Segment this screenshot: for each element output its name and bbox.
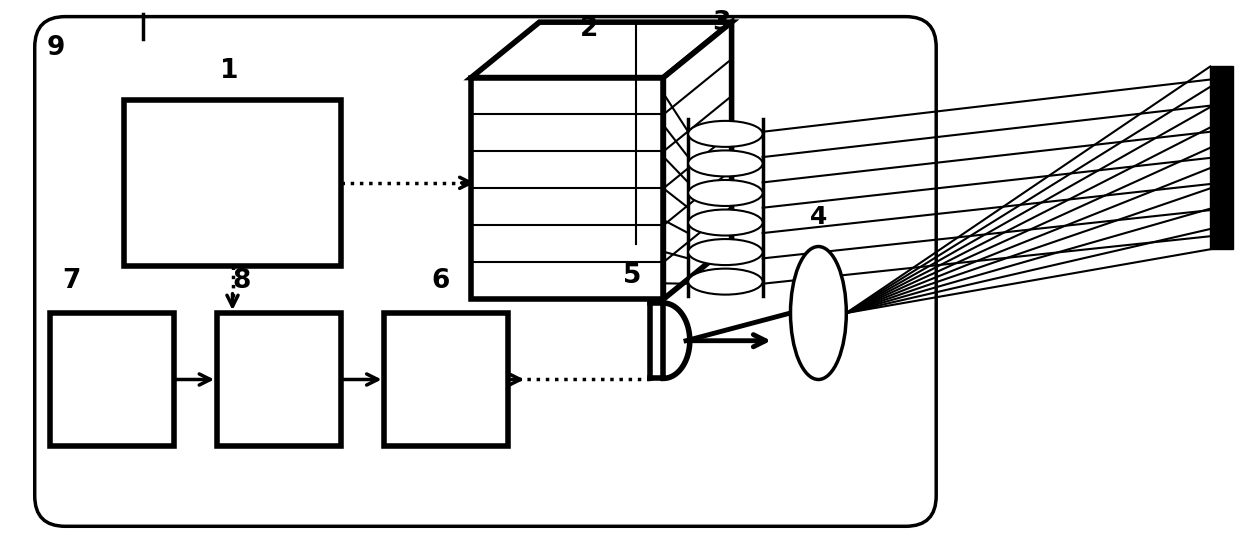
Ellipse shape — [688, 209, 763, 235]
Text: 1: 1 — [221, 58, 238, 84]
Text: 2: 2 — [580, 16, 598, 42]
Ellipse shape — [688, 269, 763, 295]
Bar — [471, 78, 663, 299]
Ellipse shape — [791, 247, 847, 379]
Bar — [217, 313, 341, 446]
Ellipse shape — [688, 121, 763, 147]
Text: 5: 5 — [624, 263, 641, 289]
Text: 9: 9 — [47, 35, 64, 61]
Ellipse shape — [688, 180, 763, 206]
Text: 6: 6 — [432, 268, 449, 294]
FancyBboxPatch shape — [35, 17, 936, 526]
Bar — [124, 100, 341, 266]
Bar — [384, 313, 508, 446]
Text: 7: 7 — [63, 268, 81, 294]
Ellipse shape — [688, 239, 763, 265]
Ellipse shape — [688, 151, 763, 176]
Text: 8: 8 — [233, 268, 250, 294]
Text: 3: 3 — [713, 11, 730, 37]
Polygon shape — [663, 22, 732, 299]
Polygon shape — [471, 22, 732, 78]
Bar — [1210, 66, 1233, 249]
Text: 4: 4 — [810, 206, 827, 229]
Bar — [50, 313, 174, 446]
